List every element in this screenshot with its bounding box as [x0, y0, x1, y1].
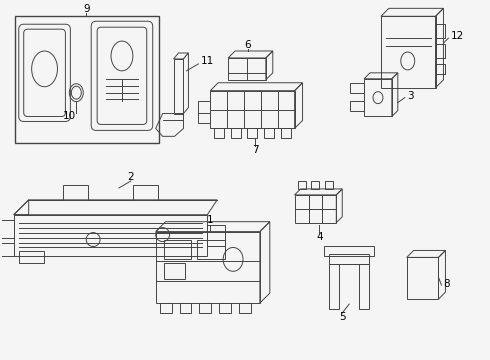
Bar	[436, 64, 445, 74]
Bar	[297, 181, 306, 189]
Bar	[247, 129, 257, 138]
Bar	[329, 264, 339, 309]
Bar	[364, 79, 392, 117]
Bar	[179, 303, 192, 313]
Bar	[294, 209, 309, 223]
Text: 7: 7	[251, 145, 258, 155]
Bar	[210, 91, 294, 129]
Bar	[164, 239, 192, 260]
Bar	[350, 83, 364, 93]
Bar	[228, 58, 266, 80]
Bar	[322, 195, 336, 209]
Bar	[0, 220, 14, 238]
Bar	[19, 251, 44, 264]
Polygon shape	[183, 53, 189, 113]
Bar	[239, 303, 251, 313]
Bar	[329, 255, 369, 264]
Bar	[207, 225, 225, 247]
Bar	[322, 209, 336, 223]
Text: 12: 12	[450, 31, 464, 41]
Text: 3: 3	[407, 91, 414, 101]
Bar	[0, 243, 14, 256]
Bar	[359, 264, 369, 309]
Bar	[436, 24, 445, 38]
Bar	[231, 129, 241, 138]
Bar	[264, 129, 274, 138]
Bar	[407, 257, 439, 299]
Text: 1: 1	[207, 215, 214, 225]
Bar	[324, 247, 374, 256]
Polygon shape	[173, 53, 189, 59]
Bar	[309, 195, 322, 209]
Bar	[381, 16, 436, 88]
Bar	[15, 16, 159, 143]
Bar	[325, 181, 333, 189]
Bar	[281, 129, 291, 138]
Bar	[199, 303, 211, 313]
Bar	[309, 209, 322, 223]
Bar	[197, 239, 225, 260]
Text: 9: 9	[83, 4, 90, 14]
Bar	[160, 303, 172, 313]
Text: 6: 6	[245, 40, 251, 50]
Bar	[214, 129, 223, 138]
Bar	[173, 59, 183, 113]
Bar	[164, 264, 185, 279]
Bar	[436, 44, 445, 58]
Text: 10: 10	[63, 111, 76, 121]
Text: 11: 11	[200, 56, 214, 66]
Bar	[219, 303, 231, 313]
Bar	[156, 231, 260, 303]
Bar	[312, 181, 319, 189]
Text: 8: 8	[443, 279, 450, 289]
Text: 5: 5	[339, 312, 345, 322]
Bar	[294, 195, 309, 209]
Text: 2: 2	[127, 172, 134, 182]
Bar	[350, 100, 364, 111]
Text: 4: 4	[316, 231, 323, 242]
